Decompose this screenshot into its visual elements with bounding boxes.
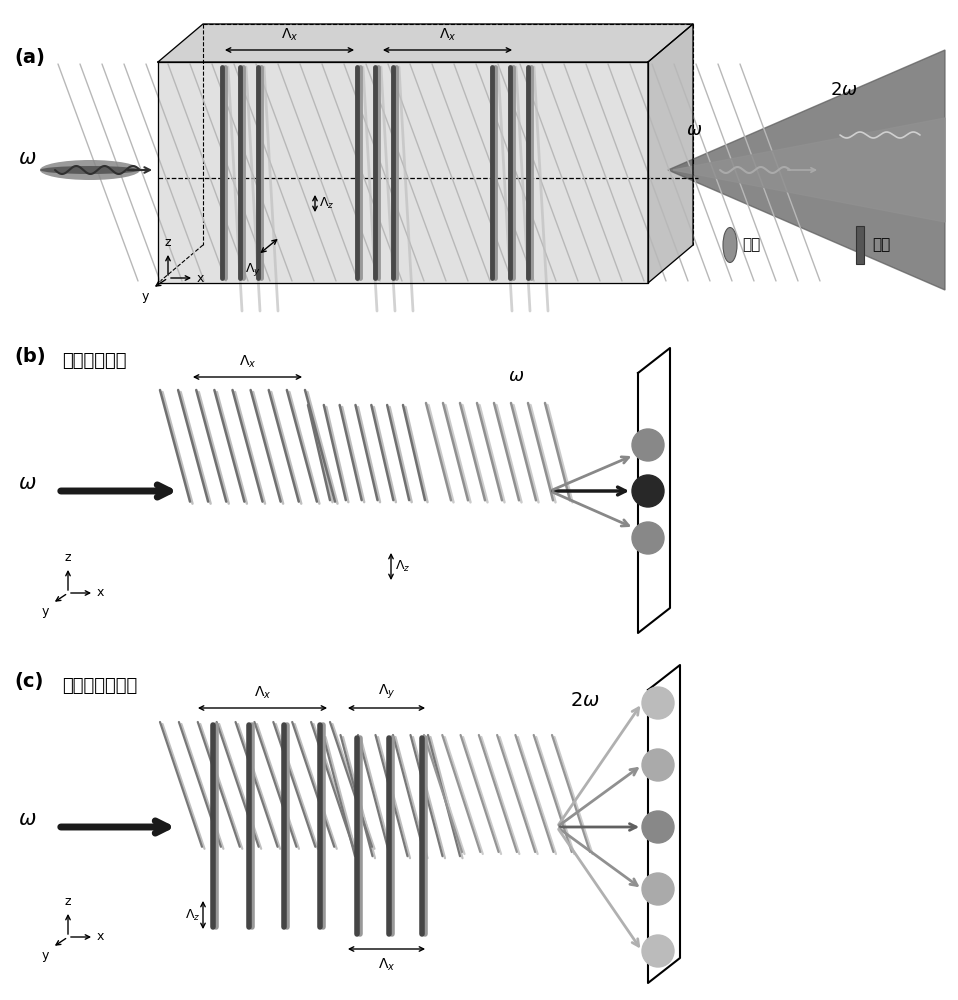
Text: z: z [65,895,71,908]
Polygon shape [648,665,680,983]
Text: $\Lambda_x$: $\Lambda_x$ [254,685,271,701]
Text: (c): (c) [14,672,43,691]
Text: $\Lambda_x$: $\Lambda_x$ [439,27,456,43]
Text: x: x [197,271,204,284]
Text: $\Lambda_y$: $\Lambda_y$ [245,261,261,278]
Text: $\Lambda_x$: $\Lambda_x$ [281,27,298,43]
Circle shape [632,475,664,507]
Ellipse shape [723,228,737,262]
Circle shape [642,811,674,843]
Text: $\omega$: $\omega$ [686,121,702,139]
Text: $\Lambda_y$: $\Lambda_y$ [377,683,396,701]
Bar [856,226,864,264]
Polygon shape [673,118,945,222]
Circle shape [642,873,674,905]
Text: 极化: 极化 [872,237,890,252]
Circle shape [632,429,664,461]
Text: y: y [42,605,50,618]
Circle shape [632,522,664,554]
Text: x: x [97,586,104,599]
Text: y: y [42,949,50,962]
Circle shape [642,687,674,719]
Polygon shape [668,50,945,290]
Text: (b): (b) [14,347,46,366]
Text: y: y [142,290,149,303]
Text: $2\omega$: $2\omega$ [830,81,857,99]
Circle shape [642,935,674,967]
Text: $\Lambda_x$: $\Lambda_x$ [239,354,256,370]
Ellipse shape [40,166,140,174]
Polygon shape [648,24,693,283]
Text: $\Lambda_x$: $\Lambda_x$ [377,957,396,973]
Text: (a): (a) [14,48,45,67]
Text: $\Lambda_z$: $\Lambda_z$ [319,196,334,211]
Text: 二维非线性衍射: 二维非线性衍射 [62,677,137,695]
Text: $\Lambda_z$: $\Lambda_z$ [395,559,410,574]
Text: 擦除: 擦除 [742,237,761,252]
Text: $2\omega$: $2\omega$ [570,691,600,710]
Text: $\omega$: $\omega$ [18,148,36,168]
Text: x: x [97,930,104,944]
Text: $\Lambda_z$: $\Lambda_z$ [185,907,200,923]
Text: $\omega$: $\omega$ [18,809,36,829]
Text: $\omega$: $\omega$ [18,473,36,493]
Polygon shape [158,24,693,62]
Text: 一维线性衍射: 一维线性衍射 [62,352,126,370]
Polygon shape [158,62,648,283]
Polygon shape [638,348,670,633]
Text: $\omega$: $\omega$ [508,367,524,385]
Circle shape [642,749,674,781]
Text: z: z [65,551,71,564]
Text: z: z [165,236,171,249]
Ellipse shape [40,160,140,180]
